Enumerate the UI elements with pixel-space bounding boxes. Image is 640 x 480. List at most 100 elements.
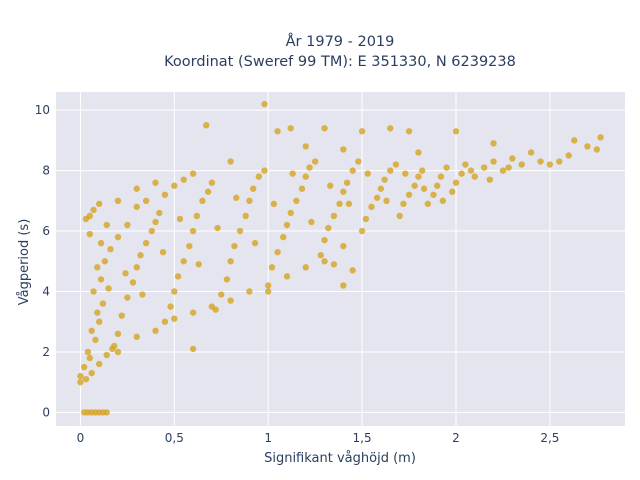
data-point xyxy=(208,303,216,310)
data-point xyxy=(349,167,356,174)
y-axis-ticks: 0 2 4 6 8 10 xyxy=(35,103,50,419)
data-point xyxy=(105,285,112,292)
chart-title: År 1979 - 2019 xyxy=(286,33,395,50)
data-point xyxy=(246,197,253,205)
data-point xyxy=(437,173,445,180)
data-point xyxy=(287,125,294,132)
data-point xyxy=(251,239,259,247)
data-point xyxy=(233,194,240,201)
data-point xyxy=(462,161,469,168)
data-point xyxy=(340,146,347,153)
data-point xyxy=(124,294,131,301)
data-point xyxy=(280,233,287,241)
data-point xyxy=(330,212,338,220)
data-point xyxy=(274,248,281,256)
data-point xyxy=(189,170,197,177)
grid-lines xyxy=(56,92,625,426)
data-point xyxy=(114,330,122,338)
data-point xyxy=(261,100,268,108)
data-point xyxy=(129,279,137,286)
data-point xyxy=(103,409,110,416)
data-point xyxy=(103,221,110,229)
data-point xyxy=(283,273,291,280)
data-point xyxy=(298,185,306,192)
data-point xyxy=(490,158,497,165)
data-point xyxy=(326,182,334,189)
data-point xyxy=(321,125,328,132)
data-point xyxy=(231,242,238,250)
x-axis-title: Signifikant våghöjd (m) xyxy=(264,451,416,466)
data-point xyxy=(546,161,554,168)
data-point xyxy=(101,258,109,265)
data-point xyxy=(189,345,197,353)
x-tick-label: 2,5 xyxy=(540,431,559,445)
y-tick-label: 6 xyxy=(42,224,50,238)
data-point xyxy=(343,179,351,186)
data-point xyxy=(364,170,371,177)
data-point xyxy=(405,191,413,198)
data-point xyxy=(405,128,413,135)
data-point xyxy=(283,221,291,229)
data-point xyxy=(148,227,155,235)
data-point xyxy=(242,212,249,220)
data-point xyxy=(203,122,210,129)
data-point xyxy=(340,242,347,250)
data-point xyxy=(293,197,300,205)
data-point xyxy=(265,282,272,289)
data-point xyxy=(467,167,475,174)
data-point xyxy=(156,209,163,217)
data-point xyxy=(452,128,460,135)
data-point xyxy=(420,185,428,192)
data-point xyxy=(88,369,95,377)
data-point xyxy=(358,128,366,135)
data-point xyxy=(174,273,182,280)
data-point xyxy=(109,345,116,353)
data-point xyxy=(133,264,140,271)
y-tick-label: 4 xyxy=(42,284,50,298)
data-point xyxy=(249,185,257,192)
data-point xyxy=(189,227,197,235)
x-tick-label: 0,5 xyxy=(165,431,184,445)
data-point xyxy=(458,170,465,177)
data-point xyxy=(302,173,309,180)
data-point xyxy=(137,252,144,259)
data-point xyxy=(122,270,129,277)
data-point xyxy=(159,248,167,256)
data-point xyxy=(118,312,125,319)
data-point xyxy=(152,218,159,226)
data-point xyxy=(171,288,178,295)
data-point xyxy=(443,164,450,171)
y-tick-label: 10 xyxy=(35,103,50,117)
data-point xyxy=(103,351,110,359)
data-point xyxy=(381,176,388,183)
data-point xyxy=(321,258,328,265)
data-point xyxy=(424,200,432,208)
data-point xyxy=(142,197,150,205)
data-point xyxy=(418,167,426,174)
data-point xyxy=(362,215,370,223)
x-tick-label: 0 xyxy=(77,431,85,445)
data-point xyxy=(509,155,516,162)
data-point xyxy=(289,170,296,177)
data-point xyxy=(195,261,202,268)
data-point xyxy=(306,164,313,171)
data-point xyxy=(84,348,92,356)
data-point xyxy=(92,336,99,344)
data-point xyxy=(80,363,88,371)
data-point xyxy=(396,212,403,220)
data-point xyxy=(345,200,353,208)
data-point xyxy=(270,200,278,208)
data-point xyxy=(236,227,244,235)
data-point xyxy=(90,206,97,214)
data-point xyxy=(90,288,97,295)
data-point xyxy=(261,167,268,174)
data-point xyxy=(402,170,409,177)
data-point xyxy=(302,143,309,150)
data-point xyxy=(392,161,400,168)
data-point xyxy=(452,179,460,186)
plot-area xyxy=(56,92,625,426)
data-point xyxy=(565,152,572,159)
data-point xyxy=(302,264,309,271)
data-point xyxy=(330,261,338,268)
